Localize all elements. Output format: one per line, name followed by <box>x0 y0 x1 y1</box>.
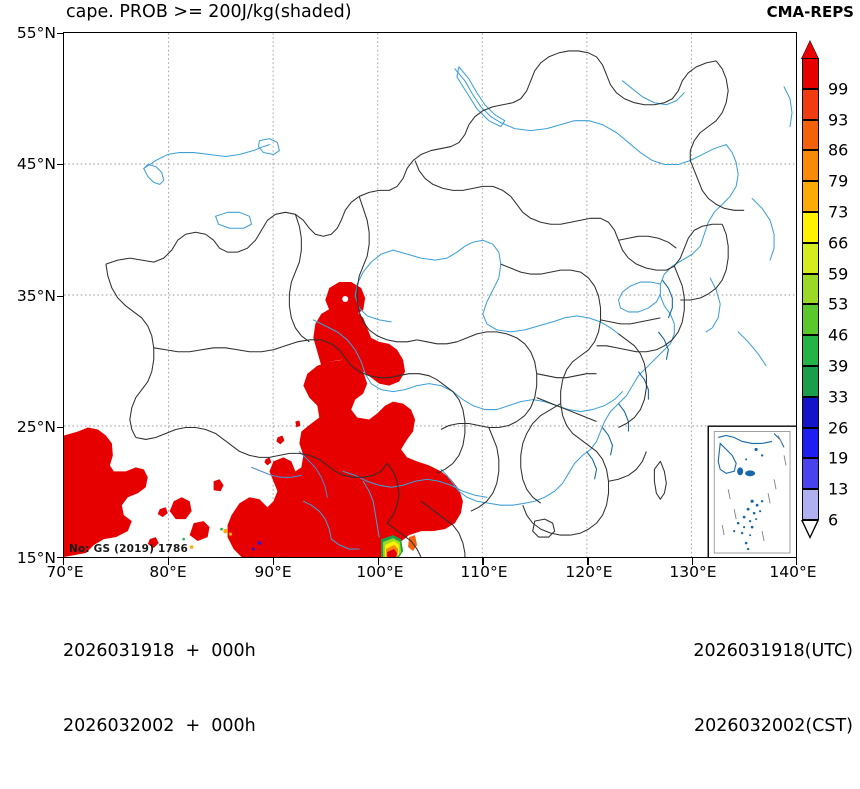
colorbar-segment-53[interactable] <box>802 273 819 305</box>
footer-init-time-line1: 2026031918 + 000h <box>63 641 256 661</box>
x-tick-label-120e: 120°E <box>565 563 613 581</box>
colorbar-segment-26[interactable] <box>802 396 819 428</box>
colorbar-segment-93[interactable] <box>802 88 819 120</box>
footer-valid-utc: 2026031918(UTC) <box>693 641 853 661</box>
colorbar-segment-33[interactable] <box>802 366 819 397</box>
colorbar-label-19: 19 <box>828 448 849 468</box>
colorbar-segment-66[interactable] <box>802 212 819 243</box>
colorbar-label-99: 99 <box>828 79 849 99</box>
weather-map-page: cape. PROB >= 200J/kg(shaded) CMA-REPS 5… <box>0 0 854 736</box>
x-tick-mark-130e <box>692 558 694 565</box>
colorbar-label-59: 59 <box>828 264 849 284</box>
y-tick-mark-25n <box>57 427 64 429</box>
colorbar-label-66: 66 <box>828 233 849 253</box>
colorbar-segment-86[interactable] <box>802 119 819 151</box>
footer-left-block: 2026031918 + 000h 2026032002 + 000h <box>63 589 256 789</box>
colorbar-segment-46[interactable] <box>802 304 819 336</box>
x-tick-mark-80e <box>167 558 170 565</box>
indochina-patch <box>381 535 418 557</box>
map-hydrography <box>143 66 793 550</box>
colorbar-label-26: 26 <box>828 418 849 438</box>
y-axis: 55°N 45°N 35°N 25°N 15°N <box>0 0 56 647</box>
x-tick-mark-120e <box>587 558 589 565</box>
south-china-sea-inset <box>707 425 796 557</box>
map-plot-area[interactable]: No: GS (2019) 1786 <box>63 32 797 558</box>
colorbar-label-13: 13 <box>828 479 849 499</box>
administrative-boundaries <box>105 50 745 557</box>
shaded-probability-field <box>64 282 463 557</box>
coastal-detail <box>586 279 673 480</box>
footer-right-block: 2026031918(UTC) 2026032002(CST) <box>693 589 853 789</box>
y-tick-mark-55n <box>57 32 64 34</box>
footer-init-time-line2: 2026032002 + 000h <box>63 716 256 736</box>
colorbar-label-86: 86 <box>828 140 849 160</box>
map-watermark: No: GS (2019) 1786 <box>69 543 188 555</box>
y-tick-label-55n: 55°N <box>16 24 56 42</box>
colorbar-label-33: 33 <box>828 387 849 407</box>
colorbar-under-arrow <box>803 520 818 536</box>
y-tick-label-25n: 25°N <box>16 418 56 436</box>
x-tick-label-70e: 70°E <box>46 563 84 581</box>
colorbar-label-73: 73 <box>828 202 849 222</box>
y-tick-label-35n: 35°N <box>16 287 56 305</box>
colorbar-label-93: 93 <box>828 110 849 130</box>
colorbar-over-arrow <box>802 41 818 58</box>
x-tick-mark-110e <box>482 558 484 565</box>
x-tick-label-110e: 110°E <box>460 563 508 581</box>
footer-valid-cst: 2026032002(CST) <box>693 716 853 736</box>
x-tick-label-130e: 130°E <box>669 563 717 581</box>
x-tick-mark-70e <box>63 558 65 565</box>
colorbar-label-46: 46 <box>828 325 849 345</box>
colorbar-label-53: 53 <box>828 294 849 314</box>
colorbar-segment-39[interactable] <box>802 335 819 366</box>
colorbar-segment-59[interactable] <box>802 242 819 274</box>
x-tick-label-90e: 90°E <box>254 563 292 581</box>
colorbar-segment-6[interactable] <box>802 489 819 520</box>
x-tick-mark-140e <box>795 558 797 565</box>
colorbar-segment-19[interactable] <box>802 427 819 459</box>
x-tick-label-80e: 80°E <box>149 563 187 581</box>
y-tick-label-45n: 45°N <box>16 155 56 173</box>
colorbar-label-6: 6 <box>828 510 839 530</box>
page-title: cape. PROB >= 200J/kg(shaded) <box>66 2 352 22</box>
colorbar-segment-13[interactable] <box>802 458 819 490</box>
y-tick-mark-35n <box>57 295 64 297</box>
model-name-label: CMA-REPS <box>766 3 854 21</box>
y-tick-mark-45n <box>57 164 64 166</box>
x-tick-label-100e: 100°E <box>356 563 404 581</box>
x-tick-mark-100e <box>377 558 379 565</box>
colorbar-segment-73[interactable] <box>802 181 819 212</box>
x-tick-mark-90e <box>272 558 275 565</box>
y-tick-mark-15n <box>57 557 64 559</box>
colorbar-segment-99[interactable] <box>802 58 819 89</box>
colorbar-label-39: 39 <box>828 356 849 376</box>
colorbar-segment-79[interactable] <box>802 150 819 182</box>
colorbar[interactable]: 99 93 86 79 73 66 59 53 46 39 33 26 19 1… <box>801 40 848 539</box>
map-canvas <box>64 33 796 557</box>
y-tick-label-15n: 15°N <box>16 549 56 567</box>
x-tick-label-140e: 140°E <box>769 563 817 581</box>
colorbar-label-79: 79 <box>828 171 849 191</box>
